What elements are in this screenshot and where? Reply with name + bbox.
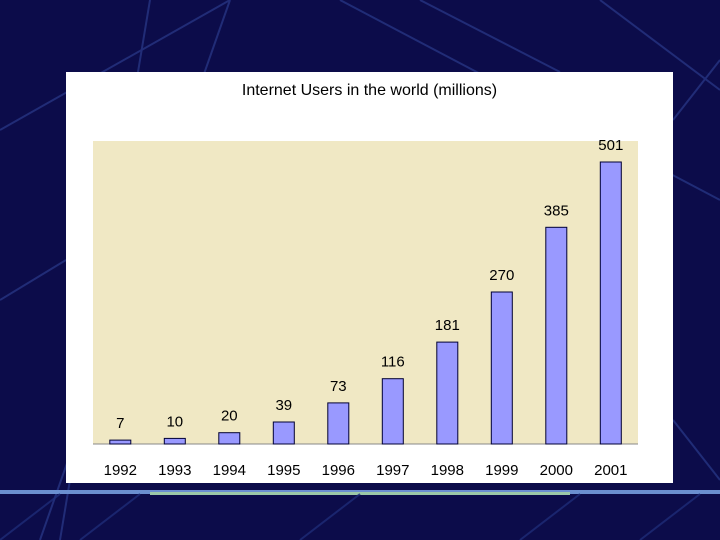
data-label-1999: 270 [489, 267, 514, 284]
data-label-1994: 20 [221, 408, 238, 425]
data-label-1992: 7 [116, 415, 124, 432]
bar-2000 [545, 226, 568, 445]
x-tick-label-1994: 1994 [213, 462, 246, 479]
bar-1992 [109, 439, 132, 445]
bar-1996 [327, 402, 350, 445]
x-tick-label-1995: 1995 [267, 462, 300, 479]
bar-1998 [436, 341, 459, 445]
data-label-1998: 181 [435, 317, 460, 334]
data-labels-group: 7 10 20 39 73 116 181 270 385 501 [116, 137, 623, 432]
data-label-1995: 39 [275, 397, 292, 414]
data-label-2000: 385 [544, 202, 569, 219]
x-tick-label-2001: 2001 [594, 462, 627, 479]
bar-1999 [490, 291, 513, 445]
x-tick-label-2000: 2000 [540, 462, 573, 479]
chart-panel: Internet Users in the world (millions) 7… [66, 72, 673, 483]
x-tick-label-1999: 1999 [485, 462, 518, 479]
bar-2001 [599, 161, 622, 445]
x-tick-label-1997: 1997 [376, 462, 409, 479]
bar-1997 [381, 378, 404, 445]
bar-1995 [272, 421, 295, 445]
data-label-1993: 10 [166, 413, 183, 430]
chart-title: Internet Users in the world (millions) [241, 82, 498, 99]
data-label-2001: 501 [598, 137, 623, 154]
x-tick-labels-group: 1992 1993 1994 1995 1996 1997 1998 1999 2000 2001 [104, 462, 628, 479]
x-tick-label-1992: 1992 [104, 462, 137, 479]
x-tick-label-1993: 1993 [158, 462, 191, 479]
bars-group [109, 161, 622, 445]
x-tick-label-1998: 1998 [431, 462, 464, 479]
bar-1994 [218, 432, 241, 445]
x-tick-label-1996: 1996 [322, 462, 355, 479]
data-label-1996: 73 [330, 378, 347, 395]
data-label-1997: 116 [381, 354, 405, 371]
bar-1993 [163, 437, 186, 445]
